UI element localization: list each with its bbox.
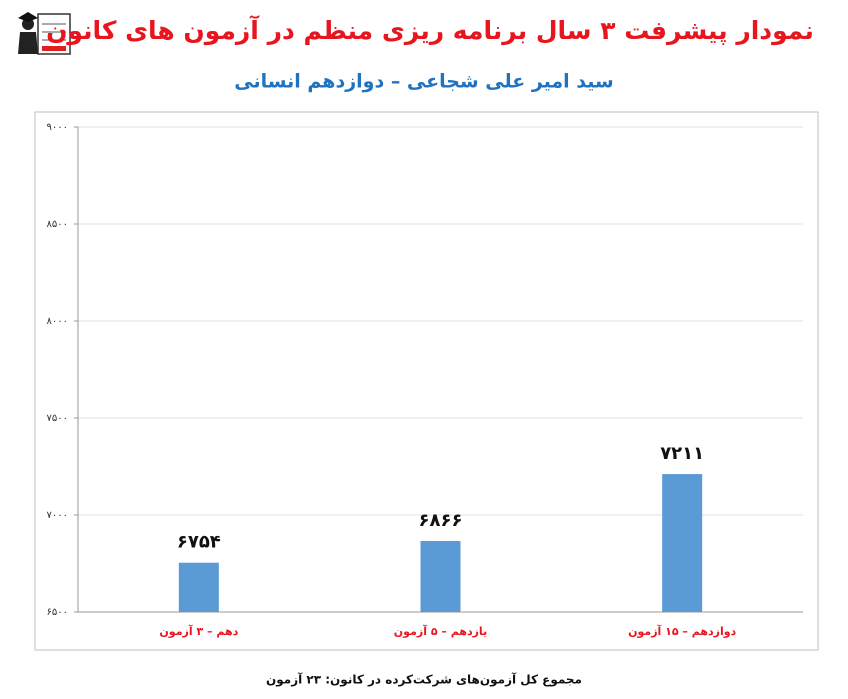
- y-tick-label: ۷۵۰۰: [47, 413, 68, 424]
- x-tick-label: دهم – ۳ آزمون: [159, 624, 238, 638]
- y-tick-label: ۷۰۰۰: [47, 510, 68, 521]
- bar: [662, 474, 703, 612]
- bar: [178, 562, 219, 612]
- data-label: ۶۷۵۴: [177, 532, 221, 553]
- y-tick-label: ۸۵۰۰: [47, 219, 68, 230]
- x-tick-label: یازدهم – ۵ آزمون: [394, 624, 487, 638]
- y-tick-label: ۸۰۰۰: [47, 316, 68, 327]
- x-tick-label: دوازدهم – ۱۵ آزمون: [628, 624, 736, 638]
- chart-title: نمودار پیشرفت ۳ سال برنامه ریزی منظم در …: [46, 15, 814, 46]
- bar: [420, 540, 461, 612]
- logo: [18, 12, 71, 55]
- y-tick-label: ۹۰۰۰: [47, 122, 68, 133]
- data-label: ۶۸۶۶: [419, 510, 463, 531]
- plot-frame: [34, 111, 819, 651]
- chart-subtitle: سید امیر علی شجاعی – دوازدهم انسانی: [234, 71, 613, 93]
- data-label: ۷۲۱۱: [660, 443, 704, 464]
- footer-note: مجموع کل آزمون‌های شرکت‌کرده در کانون: ۲…: [266, 672, 582, 688]
- y-tick-label: ۶۵۰۰: [47, 607, 68, 618]
